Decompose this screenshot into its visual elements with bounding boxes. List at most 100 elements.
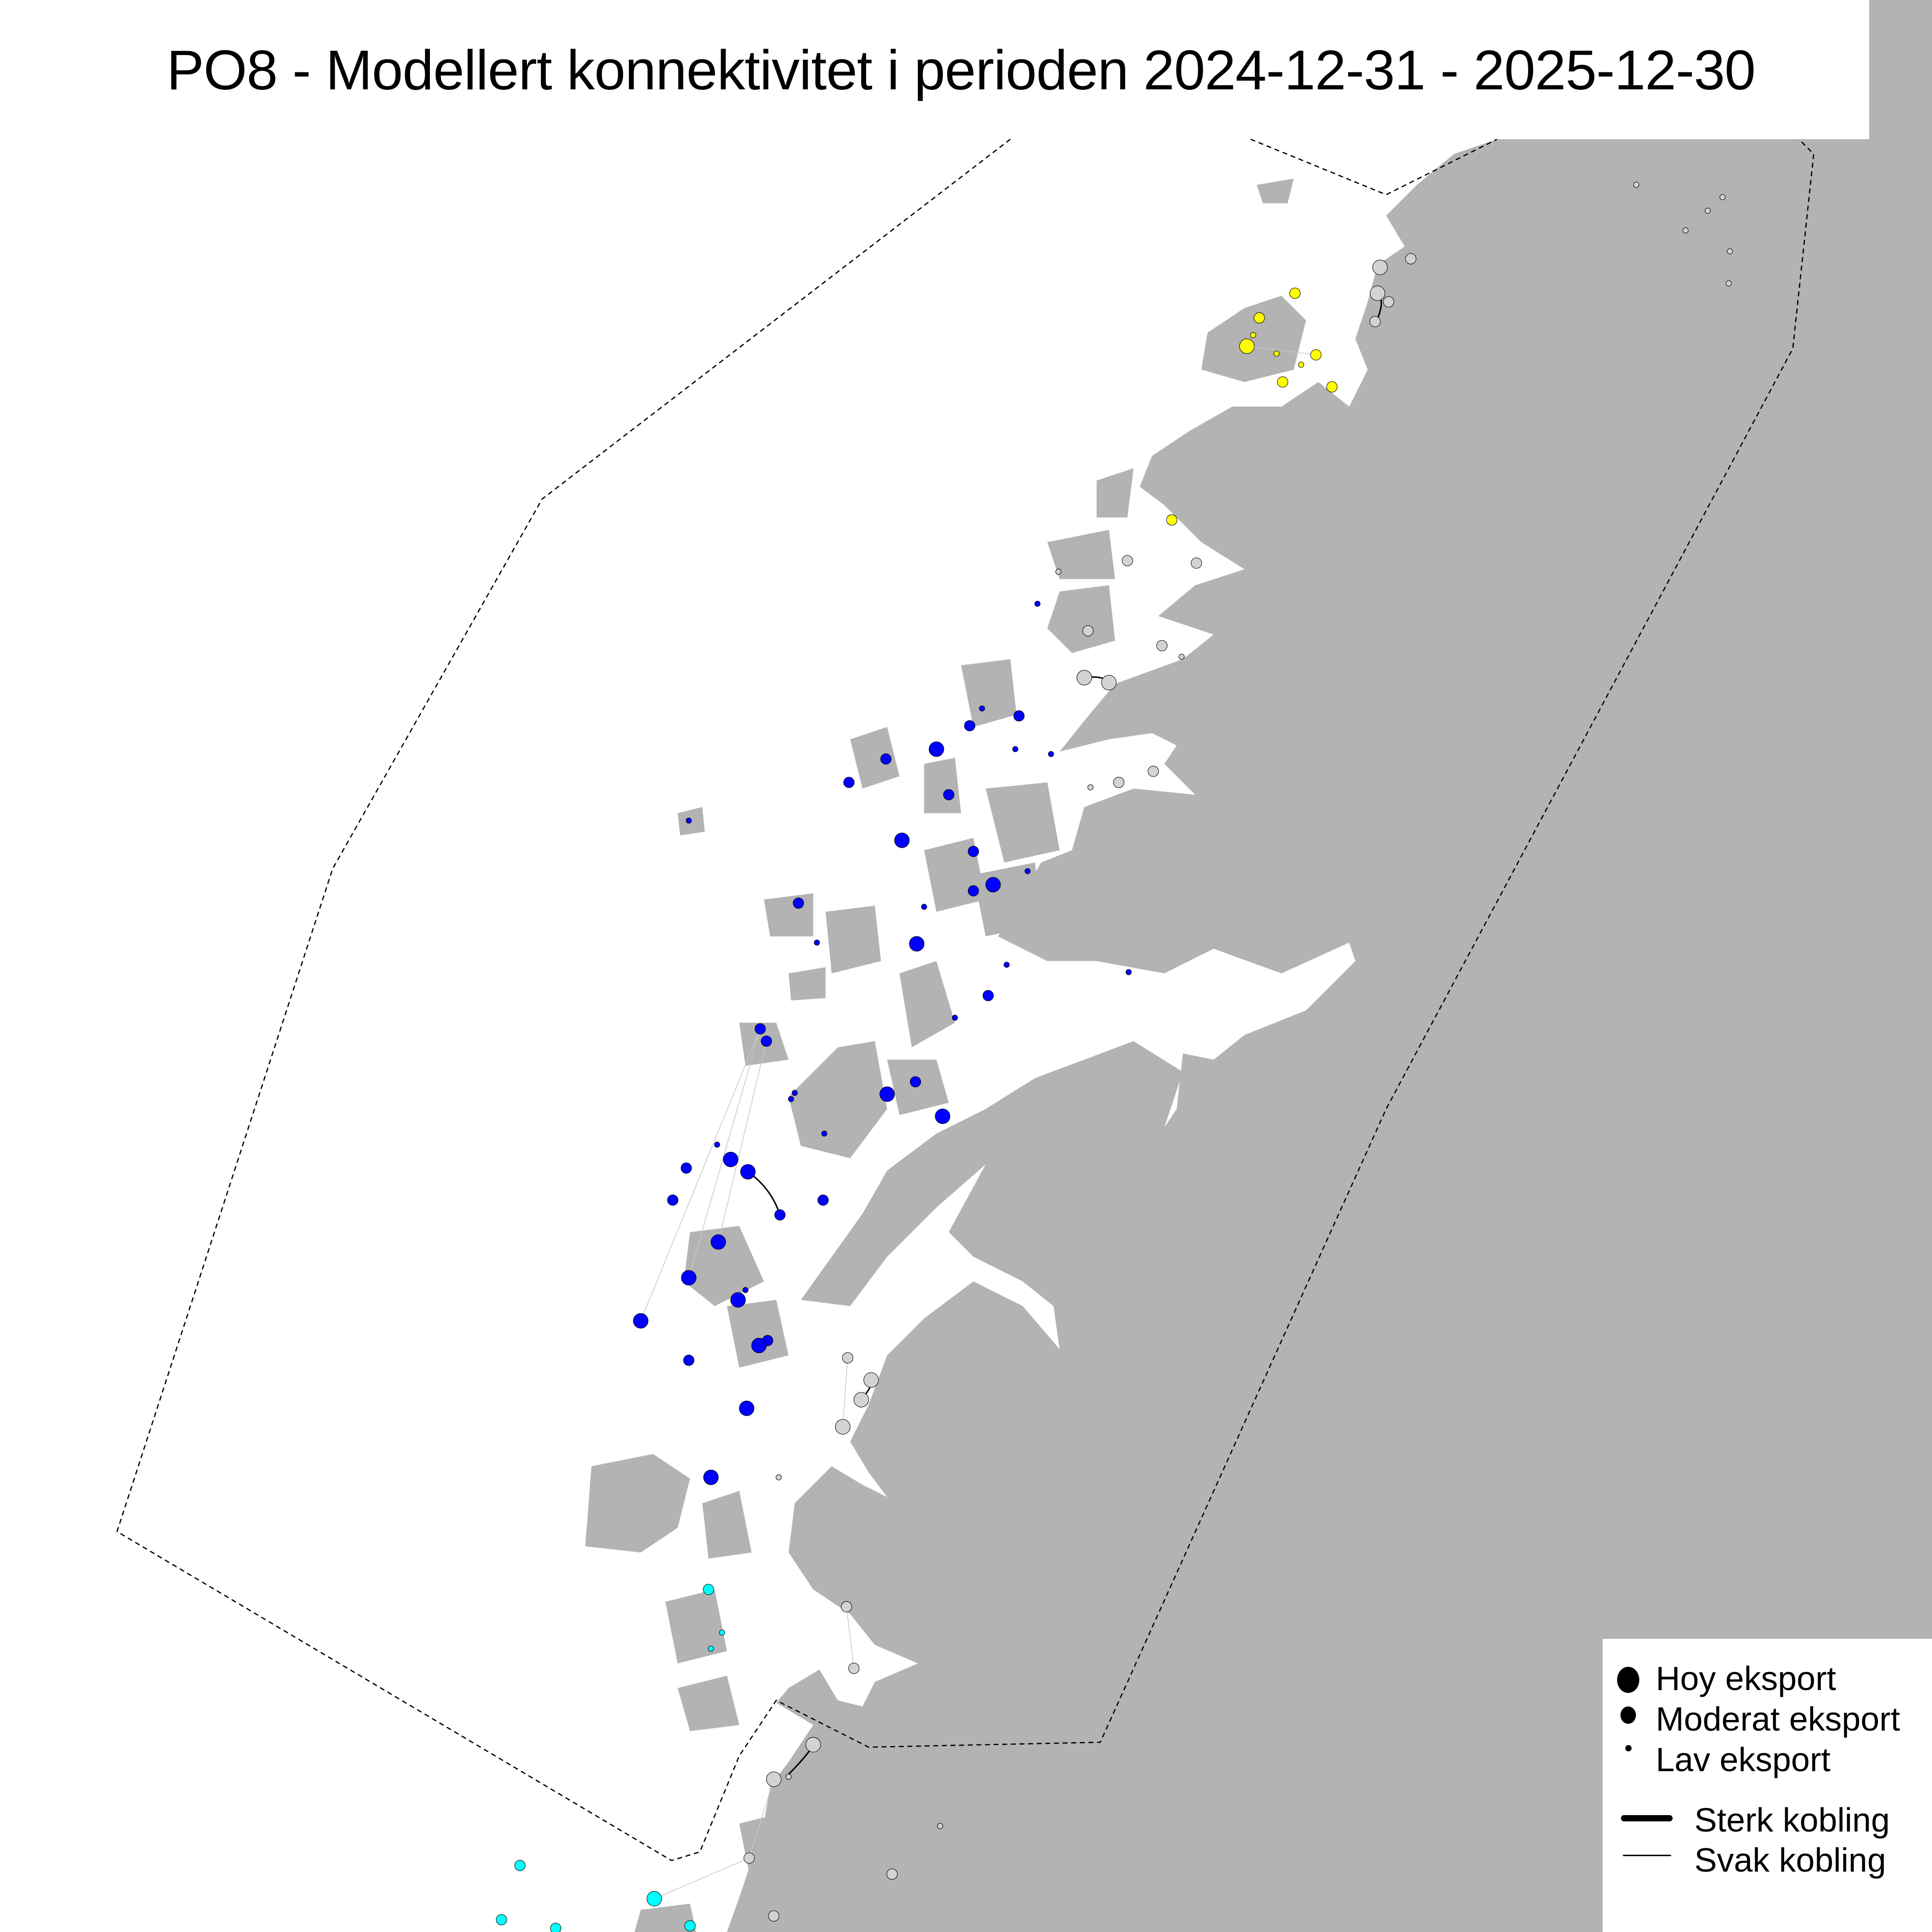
- island: [634, 1904, 696, 1932]
- island: [1201, 296, 1307, 382]
- weak-link: [1247, 346, 1316, 355]
- island: [1257, 178, 1294, 203]
- island: [850, 1762, 986, 1848]
- legend-label-low: Lav eksport: [1656, 1741, 1831, 1778]
- site-marker-moderate-export: [1122, 555, 1133, 567]
- site-marker-moderate-export: [1082, 625, 1094, 637]
- site-marker-low-export: [708, 1646, 714, 1652]
- site-marker-low-export: [1633, 182, 1639, 188]
- site-marker-low-export: [788, 1096, 794, 1102]
- site-marker-high-export: [681, 1270, 696, 1286]
- legend-label-moderate: Moderat eksport: [1656, 1700, 1900, 1738]
- site-marker-high-export: [1101, 675, 1117, 691]
- weak-link: [842, 1358, 848, 1427]
- thin-line-icon: [1623, 1855, 1671, 1856]
- island: [585, 1454, 690, 1553]
- site-marker-low-export: [979, 705, 985, 711]
- site-marker-low-export: [1273, 351, 1279, 357]
- site-marker-high-export: [633, 1313, 649, 1329]
- site-marker-moderate-export: [842, 1352, 853, 1364]
- site-marker-high-export: [740, 1164, 756, 1179]
- site-marker-low-export: [1125, 969, 1132, 975]
- legend-label-weak: Svak kobling: [1694, 1841, 1886, 1879]
- weak-link: [749, 1779, 774, 1859]
- site-marker-low-export: [1024, 868, 1031, 874]
- site-marker-high-export: [710, 1234, 726, 1250]
- site-marker-high-export: [935, 1108, 951, 1124]
- site-marker-low-export: [685, 817, 692, 824]
- site-marker-moderate-export: [1326, 381, 1338, 393]
- site-marker-moderate-export: [843, 777, 855, 788]
- site-marker-high-export: [1077, 670, 1092, 685]
- small-circle-icon: [1625, 1745, 1632, 1751]
- site-marker-low-export: [785, 1774, 792, 1780]
- site-marker-high-export: [1372, 259, 1388, 275]
- site-marker-moderate-export: [1013, 710, 1025, 722]
- site-marker-moderate-export: [1310, 349, 1321, 361]
- site-marker-moderate-export: [681, 1162, 692, 1174]
- site-marker-high-export: [805, 1737, 821, 1753]
- site-marker-moderate-export: [1191, 557, 1202, 569]
- site-marker-low-export: [1705, 208, 1711, 214]
- site-marker-low-export: [792, 1090, 798, 1096]
- weak-link: [846, 1606, 854, 1669]
- site-marker-moderate-export: [496, 1914, 507, 1925]
- site-marker-high-export: [853, 1392, 869, 1407]
- site-marker-moderate-export: [774, 1209, 786, 1221]
- island: [985, 782, 1060, 863]
- island: [788, 967, 826, 1001]
- site-marker-low-export: [1048, 751, 1054, 757]
- site-marker-moderate-export: [967, 885, 979, 896]
- map-title: PO8 - Modellert konnektivitet i perioden…: [167, 39, 1756, 101]
- site-marker-moderate-export: [703, 1584, 714, 1595]
- site-marker-high-export: [646, 1891, 662, 1906]
- site-marker-moderate-export: [817, 1194, 829, 1206]
- site-marker-high-export: [909, 936, 924, 952]
- site-marker-moderate-export: [943, 789, 954, 800]
- site-marker-high-export: [863, 1372, 879, 1388]
- site-marker-moderate-export: [848, 1662, 860, 1674]
- site-marker-moderate-export: [886, 1868, 898, 1880]
- site-marker-high-export: [1370, 285, 1385, 301]
- weak-link: [718, 1041, 767, 1242]
- site-marker-moderate-export: [550, 1922, 561, 1932]
- island: [727, 1300, 789, 1368]
- island: [678, 1676, 739, 1732]
- site-marker-moderate-export: [1383, 296, 1394, 308]
- site-marker-moderate-export: [743, 1852, 755, 1864]
- island: [961, 659, 1017, 727]
- island: [665, 1589, 727, 1663]
- site-marker-moderate-export: [909, 1076, 921, 1088]
- site-marker-moderate-export: [761, 1036, 772, 1047]
- title-box: PO8 - Modellert konnektivitet i perioden…: [0, 0, 1869, 139]
- site-marker-high-export: [751, 1337, 767, 1353]
- large-circle-icon: [1617, 1667, 1639, 1693]
- site-marker-moderate-export: [964, 720, 976, 732]
- production-area-boundary-top: [1250, 139, 1498, 196]
- site-marker-moderate-export: [793, 897, 804, 909]
- site-marker-high-export: [703, 1469, 719, 1485]
- legend: Hoy eksport Moderat eksport Lav eksport …: [1603, 1639, 1932, 1932]
- island: [1047, 529, 1115, 579]
- site-marker-high-export: [766, 1771, 781, 1787]
- site-markers: [496, 182, 1733, 1932]
- island: [739, 1811, 801, 1886]
- production-area-boundary: [116, 139, 1815, 1861]
- land-mass: [585, 0, 1932, 1932]
- site-marker-low-export: [1055, 568, 1062, 575]
- site-marker-moderate-export: [768, 1910, 780, 1922]
- site-marker-moderate-export: [1289, 287, 1301, 299]
- site-marker-moderate-export: [1253, 312, 1265, 324]
- site-marker-low-export: [719, 1629, 725, 1636]
- island: [899, 961, 955, 1048]
- site-marker-low-export: [1012, 746, 1019, 753]
- medium-circle-icon: [1620, 1706, 1636, 1724]
- site-marker-low-export: [1004, 962, 1010, 968]
- site-marker-moderate-export: [1148, 766, 1159, 777]
- island: [683, 1226, 764, 1307]
- site-marker-low-export: [1719, 194, 1726, 200]
- site-marker-moderate-export: [1277, 376, 1289, 388]
- site-marker-moderate-export: [1405, 253, 1417, 265]
- site-marker-low-export: [821, 1130, 827, 1137]
